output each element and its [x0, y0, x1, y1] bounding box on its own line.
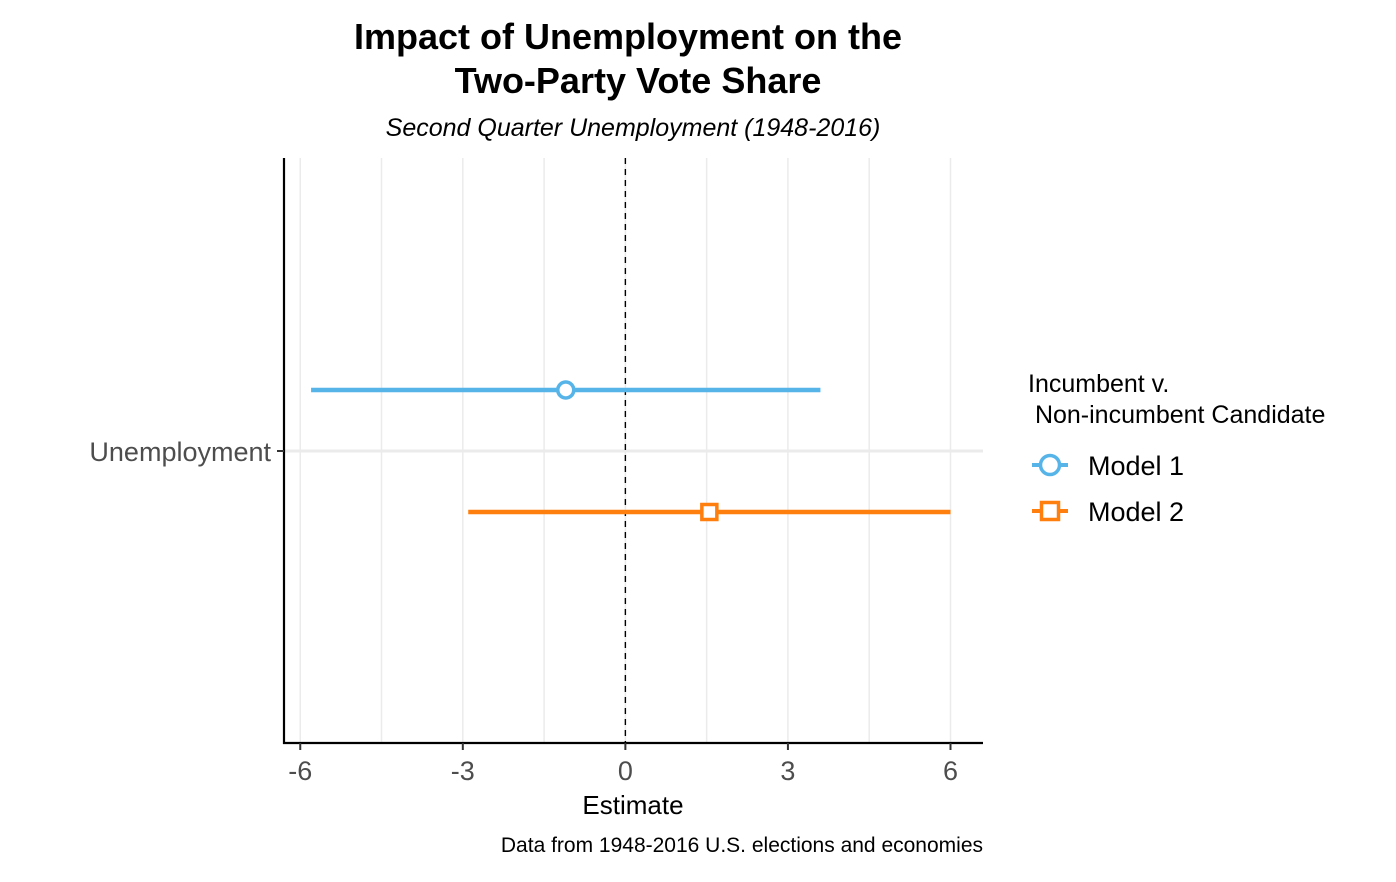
chart-caption: Data from 1948-2016 U.S. elections and e… — [501, 834, 983, 857]
series-group — [311, 380, 951, 522]
gridlines — [284, 158, 983, 743]
chart-title-line-1: Impact of Unemployment on the — [354, 16, 902, 57]
legend-title-line-2: Non-incumbent Candidate — [1028, 401, 1325, 429]
legend-label-2: Model 2 — [1088, 497, 1184, 527]
x-tick-label: -3 — [451, 756, 475, 786]
legend-key-marker-1 — [1038, 453, 1062, 477]
legend-label-1: Model 1 — [1088, 451, 1184, 481]
x-tick-label: 6 — [943, 756, 958, 786]
legend-keys: Model 1 Model 2 — [1032, 451, 1184, 527]
point-estimate-1 — [556, 380, 576, 400]
x-tick-label: 3 — [780, 756, 795, 786]
point-estimate-2 — [700, 502, 719, 522]
y-tick-label: Unemployment — [89, 437, 271, 467]
legend-key-marker-2 — [1039, 500, 1061, 522]
x-tick-label: -6 — [288, 756, 312, 786]
x-tick-label: 0 — [618, 756, 633, 786]
x-axis-title: Estimate — [582, 790, 683, 820]
axes: -6 -3 0 3 6 Unemployment — [89, 158, 983, 786]
legend-title-line-1: Incumbent v. — [1028, 370, 1169, 398]
legend: Incumbent v. Non-incumbent Candidate Mod… — [1028, 370, 1325, 527]
chart-subtitle: Second Quarter Unemployment (1948-2016) — [386, 114, 881, 142]
chart-title-line-2: Two-Party Vote Share — [455, 60, 822, 101]
